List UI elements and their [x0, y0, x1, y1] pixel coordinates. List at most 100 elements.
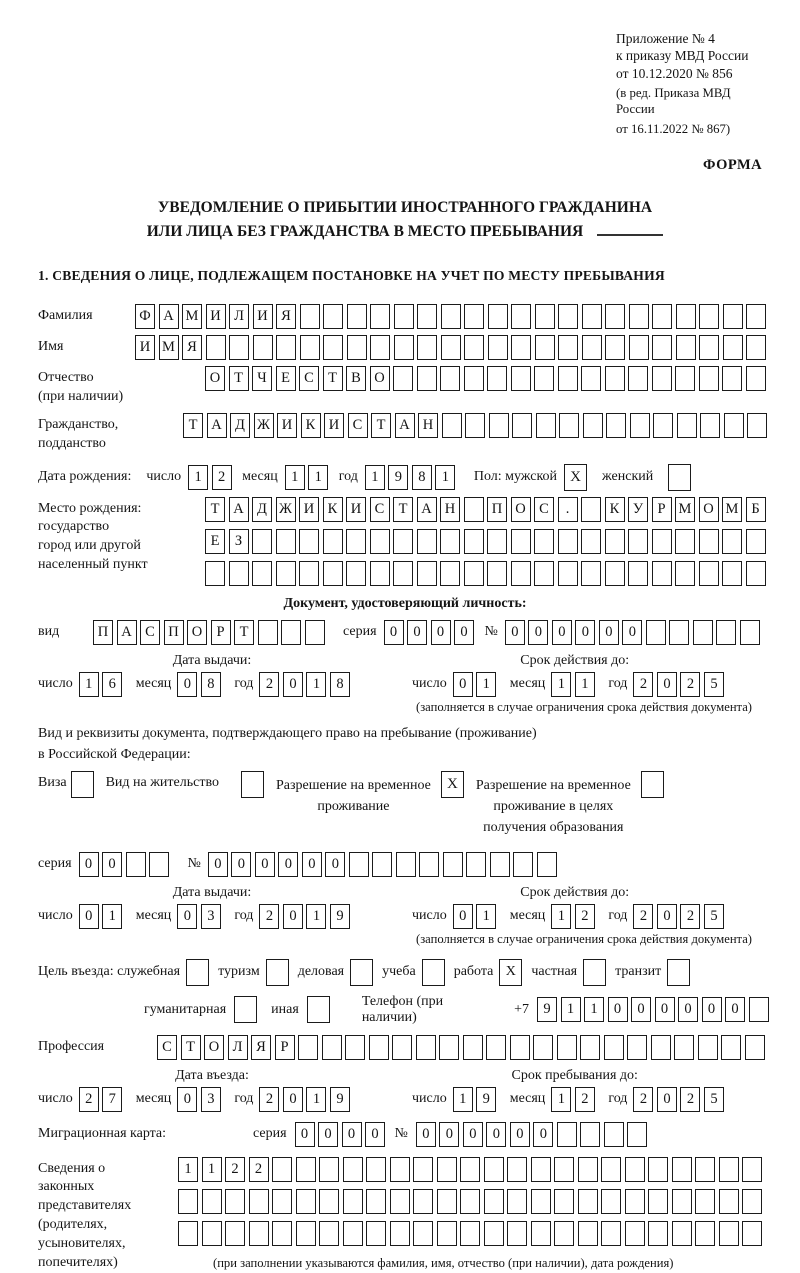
char-cell[interactable]: П	[163, 619, 184, 645]
char-cell[interactable]	[581, 334, 602, 360]
char-cell[interactable]: О	[204, 1034, 224, 1060]
char-cell[interactable]: Н	[440, 496, 460, 522]
char-cell[interactable]	[535, 412, 556, 438]
char-cell[interactable]: 0	[341, 1121, 362, 1147]
char-cell[interactable]	[605, 334, 625, 360]
char-cell[interactable]	[465, 412, 485, 438]
char-cell[interactable]: 1	[476, 671, 497, 697]
char-cell[interactable]: 1	[308, 464, 329, 490]
char-cell[interactable]	[440, 528, 460, 554]
char-cell[interactable]: 0	[439, 1121, 460, 1147]
char-cell[interactable]: 2	[633, 671, 654, 697]
char-cell[interactable]	[747, 412, 767, 438]
temp-residence-edu-checkbox[interactable]	[640, 770, 664, 798]
char-cell[interactable]	[627, 1034, 647, 1060]
char-cell[interactable]	[319, 1156, 339, 1182]
char-cell[interactable]: 2	[680, 1086, 701, 1112]
char-cell[interactable]	[695, 1156, 715, 1182]
char-cell[interactable]: И	[252, 303, 273, 329]
char-cell[interactable]	[464, 303, 484, 329]
char-cell[interactable]: 1	[178, 1156, 198, 1182]
char-cell[interactable]: 0	[207, 851, 228, 877]
char-cell[interactable]	[606, 412, 626, 438]
char-cell[interactable]	[671, 1188, 692, 1214]
char-cell[interactable]	[440, 560, 460, 586]
char-cell[interactable]: 2	[680, 671, 701, 697]
char-cell[interactable]	[319, 1188, 339, 1214]
char-cell[interactable]	[416, 365, 437, 391]
char-cell[interactable]: М	[182, 303, 202, 329]
char-cell[interactable]: Т	[228, 365, 249, 391]
char-cell[interactable]	[511, 334, 531, 360]
char-cell[interactable]: О	[205, 365, 225, 391]
char-cell[interactable]	[322, 560, 343, 586]
purpose-private-checkbox[interactable]	[583, 958, 607, 986]
char-cell[interactable]	[557, 528, 578, 554]
char-cell[interactable]	[603, 1034, 624, 1060]
char-cell[interactable]: 9	[476, 1086, 497, 1112]
char-cell[interactable]: 1	[284, 464, 305, 490]
char-cell[interactable]: 0	[365, 1121, 386, 1147]
char-cell[interactable]	[675, 365, 695, 391]
char-cell[interactable]: У	[628, 496, 648, 522]
char-cell[interactable]	[488, 412, 509, 438]
char-cell[interactable]: 1	[584, 997, 604, 1023]
char-cell[interactable]: 0	[654, 997, 675, 1023]
char-cell[interactable]: Я	[251, 1034, 271, 1060]
char-cell[interactable]	[487, 334, 508, 360]
char-cell[interactable]	[368, 1034, 389, 1060]
char-cell[interactable]	[507, 1220, 527, 1246]
char-cell[interactable]	[601, 1188, 621, 1214]
char-cell[interactable]	[675, 560, 695, 586]
char-cell[interactable]: Б	[745, 496, 766, 522]
char-cell[interactable]	[554, 1156, 574, 1182]
char-cell[interactable]	[742, 1188, 762, 1214]
residence-permit-checkbox[interactable]	[240, 770, 264, 798]
char-cell[interactable]	[721, 1034, 741, 1060]
char-cell[interactable]	[346, 528, 366, 554]
char-cell[interactable]	[276, 334, 296, 360]
char-cell[interactable]	[299, 560, 319, 586]
char-cell[interactable]: 2	[633, 903, 654, 929]
char-cell[interactable]: 5	[703, 903, 724, 929]
char-cell[interactable]	[698, 528, 719, 554]
char-cell[interactable]	[321, 1034, 342, 1060]
char-cell[interactable]	[559, 412, 579, 438]
char-cell[interactable]: Ф	[135, 303, 155, 329]
char-cell[interactable]: 1	[551, 1086, 572, 1112]
char-cell[interactable]: 2	[211, 464, 232, 490]
char-cell[interactable]	[299, 528, 319, 554]
char-cell[interactable]	[581, 528, 601, 554]
char-cell[interactable]	[369, 528, 390, 554]
char-cell[interactable]	[298, 1034, 318, 1060]
char-cell[interactable]: 9	[329, 1086, 350, 1112]
char-cell[interactable]: И	[324, 412, 344, 438]
char-cell[interactable]	[417, 334, 437, 360]
char-cell[interactable]	[483, 1156, 504, 1182]
char-cell[interactable]	[225, 1188, 245, 1214]
char-cell[interactable]: Ж	[253, 412, 274, 438]
char-cell[interactable]	[675, 528, 695, 554]
char-cell[interactable]: 6	[102, 671, 123, 697]
char-cell[interactable]: И	[277, 412, 297, 438]
char-cell[interactable]	[746, 334, 766, 360]
char-cell[interactable]	[393, 334, 414, 360]
char-cell[interactable]: Л	[227, 1034, 248, 1060]
char-cell[interactable]	[557, 365, 578, 391]
char-cell[interactable]: .	[557, 496, 578, 522]
char-cell[interactable]: Ч	[252, 365, 272, 391]
char-cell[interactable]	[628, 334, 649, 360]
char-cell[interactable]: 1	[306, 1086, 327, 1112]
char-cell[interactable]: 0	[454, 619, 475, 645]
char-cell[interactable]	[346, 303, 367, 329]
char-cell[interactable]	[628, 528, 648, 554]
char-cell[interactable]	[651, 528, 672, 554]
char-cell[interactable]	[534, 303, 555, 329]
char-cell[interactable]: 0	[607, 997, 628, 1023]
char-cell[interactable]: 0	[656, 671, 677, 697]
char-cell[interactable]	[436, 1188, 457, 1214]
char-cell[interactable]: З	[228, 528, 249, 554]
char-cell[interactable]: Р	[210, 619, 231, 645]
char-cell[interactable]	[577, 1220, 598, 1246]
char-cell[interactable]: 8	[411, 464, 432, 490]
